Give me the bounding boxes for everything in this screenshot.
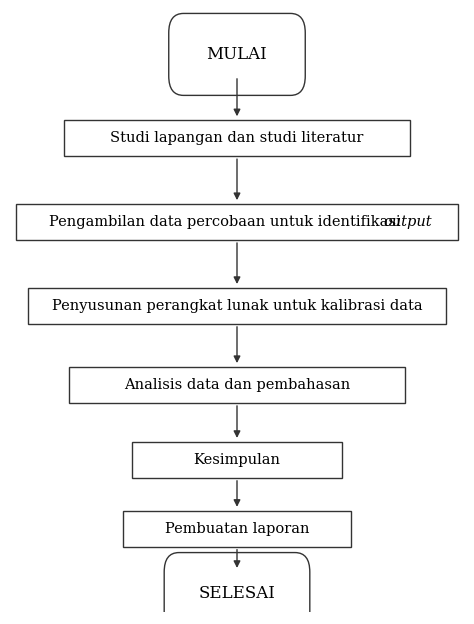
FancyBboxPatch shape [16, 204, 458, 240]
Text: output: output [383, 215, 432, 229]
FancyBboxPatch shape [64, 120, 410, 156]
Text: Pembuatan laporan: Pembuatan laporan [165, 522, 309, 536]
FancyBboxPatch shape [169, 14, 305, 95]
FancyBboxPatch shape [27, 288, 447, 324]
Text: Kesimpulan: Kesimpulan [193, 453, 281, 467]
Text: MULAI: MULAI [207, 46, 267, 63]
FancyBboxPatch shape [123, 511, 351, 547]
FancyBboxPatch shape [132, 442, 342, 478]
Text: Penyusunan perangkat lunak untuk kalibrasi data: Penyusunan perangkat lunak untuk kalibra… [52, 299, 422, 313]
FancyBboxPatch shape [164, 553, 310, 624]
Text: SELESAI: SELESAI [199, 585, 275, 602]
Text: Studi lapangan dan studi literatur: Studi lapangan dan studi literatur [110, 131, 364, 145]
FancyBboxPatch shape [69, 367, 405, 403]
Text: Pengambilan data percobaan untuk identifikasi: Pengambilan data percobaan untuk identif… [48, 215, 405, 229]
Text: Analisis data dan pembahasan: Analisis data dan pembahasan [124, 378, 350, 392]
